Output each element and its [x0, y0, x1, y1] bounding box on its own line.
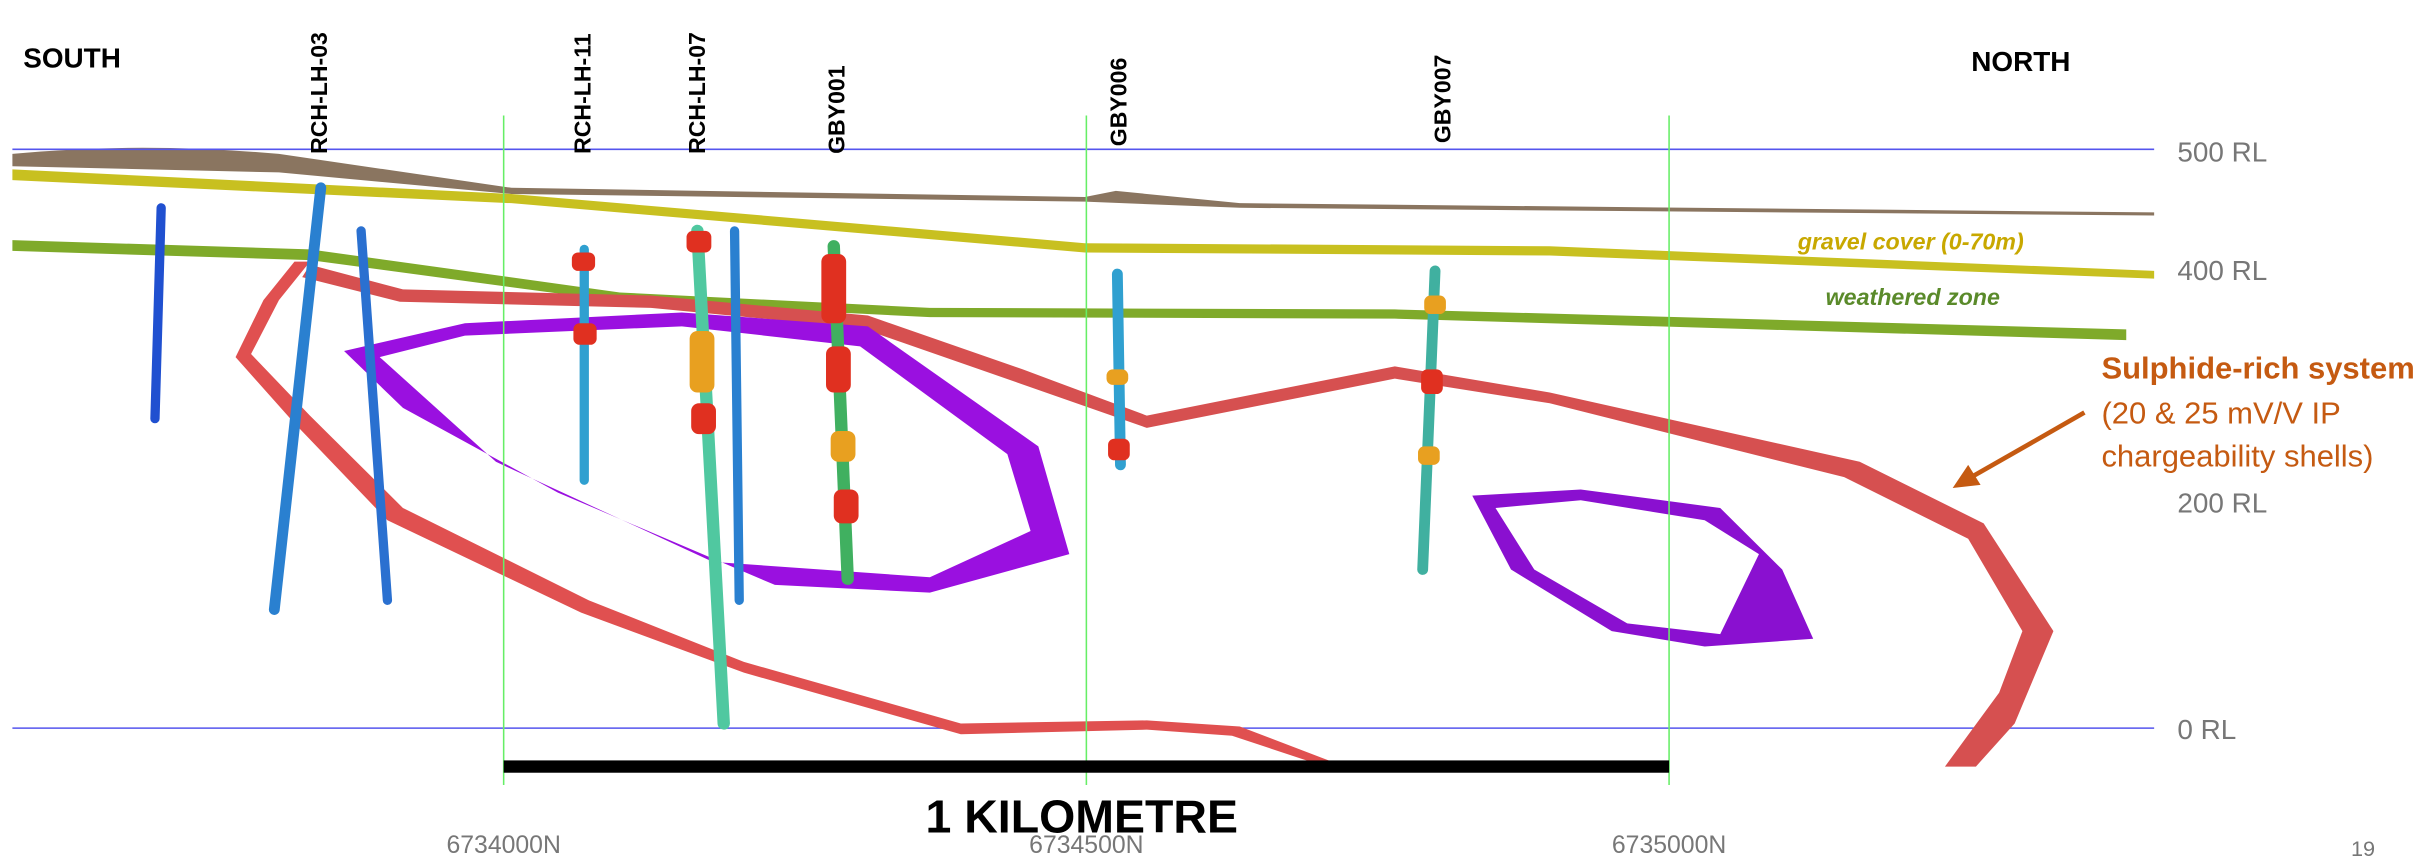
assay [834, 489, 859, 523]
assay [1421, 369, 1443, 394]
surface [12, 148, 2154, 216]
callout-text: chargeability shells) [2101, 438, 2373, 473]
drill-hole [155, 208, 161, 419]
assay [687, 231, 712, 253]
assay [691, 403, 716, 434]
page-number: 19 [2351, 836, 2375, 861]
assay [572, 252, 595, 270]
drill-hole [735, 231, 740, 600]
hole-label: GBY006 [1106, 58, 1132, 147]
assay [821, 254, 846, 323]
hole-label: GBY007 [1429, 55, 1455, 144]
assay [1418, 446, 1440, 464]
ip-shell [1472, 489, 1813, 646]
assay [831, 431, 856, 462]
rl-label: 500 RL [2177, 137, 2267, 168]
assay [1107, 369, 1129, 384]
sulphide-shell [302, 265, 2053, 767]
weathered-band [12, 240, 2126, 340]
hole-label: RCH-LH-03 [306, 32, 332, 154]
south-label: SOUTH [23, 43, 121, 74]
assay [826, 346, 851, 392]
callout-title: Sulphide-rich system [2101, 351, 2414, 386]
hole-label: RCH-LH-07 [684, 32, 710, 154]
rl-label: 200 RL [2177, 488, 2267, 519]
assay [573, 323, 596, 345]
northing: 6734500N [1029, 832, 1143, 859]
gravel-label: gravel cover (0-70m) [1797, 228, 2024, 254]
northing: 6734000N [446, 832, 560, 859]
assay [1424, 296, 1446, 314]
hole-label: GBY001 [824, 65, 850, 154]
assay [1108, 439, 1130, 461]
scale-bar [504, 760, 1669, 772]
northing: 6735000N [1612, 832, 1726, 859]
cross-section: SOUTH NORTH RCH-LH-03 RCH-LH-11 RCH-LH-0… [0, 0, 2430, 862]
assay [690, 331, 715, 393]
rl-label: 0 RL [2177, 714, 2236, 745]
weathered-label: weathered zone [1826, 284, 2000, 310]
rl-label: 400 RL [2177, 255, 2267, 286]
callout-text: (20 & 25 mV/V IP [2101, 395, 2340, 430]
callout-arrow [1971, 413, 2084, 478]
north-label: NORTH [1971, 46, 2070, 77]
hole-label: RCH-LH-11 [569, 33, 595, 154]
